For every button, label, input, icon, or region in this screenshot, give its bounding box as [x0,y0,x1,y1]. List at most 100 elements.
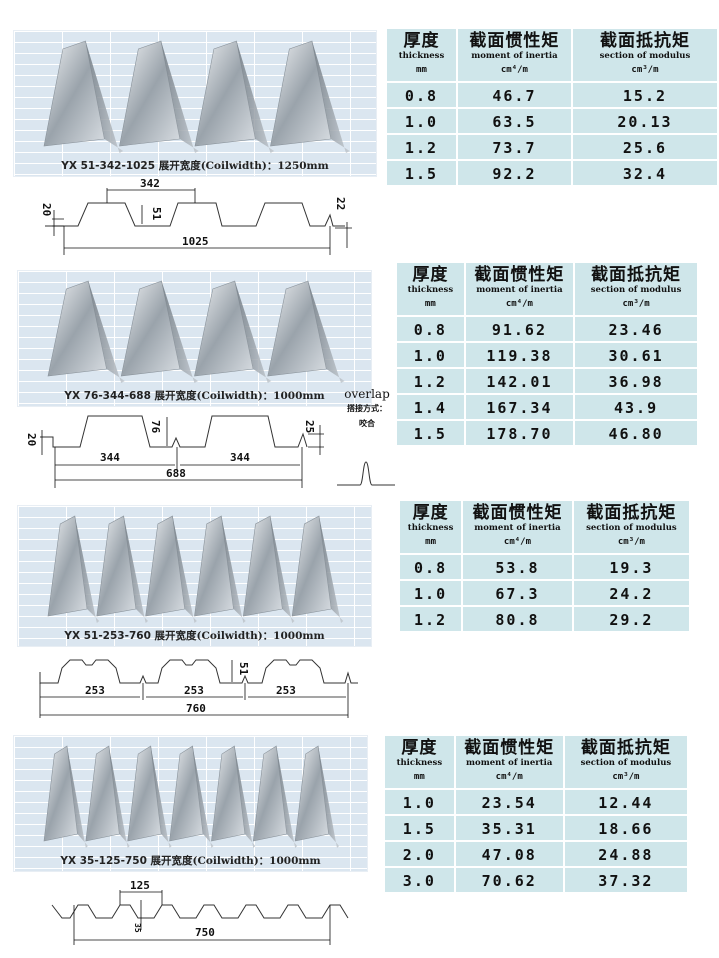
cell-value: 1.2 [414,610,448,629]
panel-rib [267,280,327,377]
overlap-label: 搭接方式： [347,404,387,413]
cell-value: 25.6 [622,138,668,157]
header-en: moment of inertia [466,758,553,768]
dim-height-label: 76 [149,420,162,434]
header-zh: 截面抵抗矩 [580,738,671,758]
table-row: 0.8 46.7 15.2 [385,81,719,109]
table-cell: 47.08 [453,840,565,868]
cell-value: 1.5 [413,424,447,443]
panel-rib-shadow [308,281,345,383]
cell-value: 24.2 [609,584,654,603]
cell-value: 20.13 [617,112,673,131]
coilwidth-text: (Coilwidth)：1000mm [196,390,325,402]
overlap-title: overlap [344,387,390,401]
header-unit: mm [424,299,436,309]
table-cell: 2.0 [383,840,456,868]
cell-value: 119.38 [486,346,553,365]
dim-right-label: 25 [303,420,316,433]
header-unit: mm [413,772,425,782]
table-cell: 30.61 [573,341,699,369]
dim-pitch-label: 344 [100,451,120,464]
table-cell: 20.13 [570,107,719,135]
table-row: 1.5 92.2 32.4 [385,159,719,187]
panel-rib [169,745,204,842]
profile-drawing-3: 253 253 253 760 51 [39,659,358,718]
cell-value: 32.4 [622,164,668,183]
spec-table-4: 厚度 thickness mm 截面惯性矩 moment of inertia … [383,734,690,894]
product-caption: YX 51-342-1025 展开宽度(Coilwidth)：1250mm [14,158,376,173]
header-en: thickness [407,285,454,295]
panel-rib-shadow [67,746,88,848]
panel-rib-shadow [161,41,199,153]
cell-value: 0.8 [404,86,439,105]
panel-rib-shadow [319,516,344,623]
header-unit: cm³/m [631,65,659,75]
panel-rib [194,515,234,617]
table-cell: 53.8 [461,553,574,581]
dim-left-label: 20 [25,433,38,446]
cell-value: 92.2 [492,164,537,183]
table-cell: 1.0 [397,579,464,607]
header-unit: cm⁴/m [500,65,528,75]
table-cell: 15.2 [570,81,719,109]
table-row: 1.0 67.3 24.2 [397,579,692,607]
header-en: thickness [398,51,445,61]
table-row: 1.0 119.38 30.61 [395,341,699,369]
header-cell-col1: 厚度 thickness mm [383,734,456,790]
spec-table-2: 厚度 thickness mm 截面惯性矩 moment of inertia … [395,261,699,447]
cell-value: 24.88 [598,845,654,864]
table-cell: 19.3 [571,553,692,581]
panel-rib-shadow [192,746,214,848]
spec-table-1: 厚度 thickness mm 截面惯性矩 moment of inertia … [385,27,719,187]
model-text: YX 76-344-688 展开宽度 [64,390,197,402]
panel-rib-shadow [85,41,124,153]
model-text: YX 51-342-1025 展开宽度 [61,160,201,172]
cell-value: 36.98 [608,372,664,391]
panel-rib-shadow [318,746,340,848]
dim-pitch-label: 253 [184,684,204,697]
panel-rib-shadow [234,746,256,848]
table-header-row: 厚度 thickness mm 截面惯性矩 moment of inertia … [395,261,699,317]
header-zh: 厚度 [403,31,440,51]
table-cell: 1.5 [383,814,456,842]
dim-pitch-label: 344 [230,451,250,464]
panel-rib [127,745,162,842]
table-row: 2.0 47.08 24.88 [383,840,690,868]
table-cell: 12.44 [562,788,690,816]
cell-value: 1.0 [414,584,448,603]
header-cell-col2: 截面惯性矩 moment of inertia cm⁴/m [463,261,576,317]
cell-value: 29.2 [609,610,654,629]
cell-value: 1.5 [404,164,439,183]
table-cell: 1.0 [383,788,456,816]
panel-rib [194,40,256,147]
header-en: section of modulus [580,758,672,768]
table-cell: 0.8 [395,315,466,343]
dim-pitch-label: 125 [130,879,150,892]
table-cell: 23.54 [453,788,565,816]
header-zh: 截面抵抗矩 [586,503,677,523]
table-cell: 46.80 [573,419,699,447]
table-cell: 1.0 [385,107,458,135]
header-en: moment of inertia [476,285,563,295]
table-cell: 25.6 [570,133,719,161]
table-cell: 73.7 [455,133,573,161]
cell-value: 0.8 [414,558,448,577]
header-zh: 厚度 [401,738,438,758]
cell-value: 80.8 [495,610,540,629]
table-cell: 32.4 [570,159,719,187]
panel-rib-shadow [312,41,350,153]
header-unit: mm [425,537,436,547]
table-row: 1.0 63.5 20.13 [385,107,719,135]
header-zh: 厚度 [412,265,449,285]
table-row: 0.8 53.8 19.3 [397,553,692,581]
header-cell-col3: 截面抵抗矩 section of modulus cm³/m [571,499,692,555]
panel-rib [252,745,288,842]
cell-value: 23.46 [608,320,664,339]
header-unit: cm⁴/m [505,299,533,309]
cell-value: 3.0 [402,871,436,890]
panel-rib-shadow [172,516,197,623]
table-cell: 43.9 [573,393,699,421]
cell-value: 43.9 [614,398,659,417]
header-zh: 截面惯性矩 [464,738,555,758]
dim-total-label: 760 [186,702,206,715]
